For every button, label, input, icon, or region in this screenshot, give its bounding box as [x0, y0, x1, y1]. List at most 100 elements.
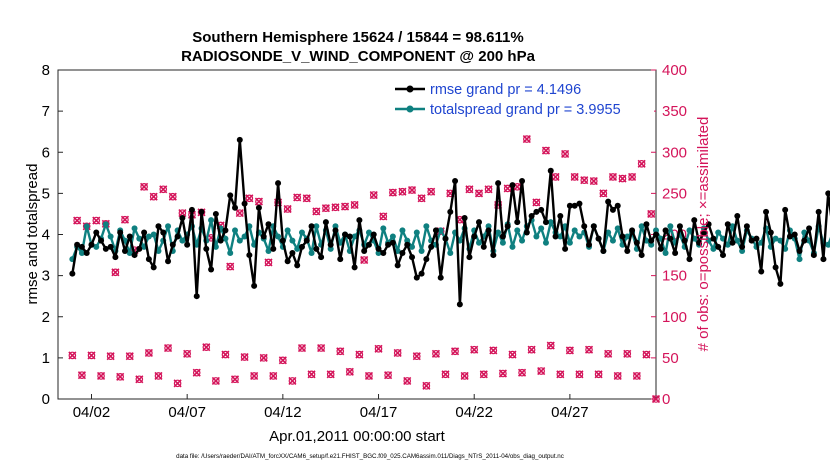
- rmse-point: [801, 237, 808, 244]
- obs-possible-marker: [475, 189, 483, 198]
- rmse-point: [227, 192, 234, 199]
- totalspread-point: [83, 223, 90, 230]
- obs-possible-marker: [336, 347, 345, 356]
- rmse-point: [112, 254, 119, 261]
- obs-assimilated-marker: [465, 185, 474, 194]
- rmse-point: [466, 254, 473, 261]
- rmse-point: [131, 252, 138, 259]
- rmse-point: [758, 268, 765, 275]
- totalspread-point: [499, 239, 506, 246]
- rmse-point: [772, 264, 779, 271]
- obs-possible-marker: [618, 174, 627, 183]
- obs-assimilated-marker: [637, 159, 646, 168]
- obs-possible-marker: [226, 262, 235, 271]
- left-tick-label: 5: [42, 185, 50, 202]
- obs-assimilated-marker: [623, 349, 632, 358]
- rmse-point: [743, 223, 750, 230]
- obs-assimilated-marker: [451, 347, 460, 356]
- left-tick-label: 4: [42, 227, 50, 244]
- totalspread-point: [232, 227, 239, 234]
- obs-possible-marker: [575, 370, 584, 379]
- totalspread-point: [150, 231, 157, 238]
- totalspread-point: [308, 250, 315, 257]
- totalspread-point: [576, 233, 583, 240]
- obs-assimilated-marker: [441, 370, 450, 379]
- rmse-point: [203, 245, 210, 252]
- rmse-point: [160, 229, 167, 236]
- obs-assimilated-marker: [317, 343, 326, 353]
- totalspread-point: [485, 223, 492, 230]
- obs-assimilated-marker: [154, 371, 163, 381]
- totalspread-point: [78, 250, 85, 257]
- rmse-point: [337, 256, 344, 263]
- rmse-point: [806, 225, 813, 232]
- y-axis-label-right: # of obs: o=possible; ×=assimilated: [695, 117, 712, 352]
- totalspread-point: [538, 225, 545, 232]
- obs-possible-marker: [494, 201, 502, 209]
- rmse-point: [643, 221, 650, 228]
- legend: rmse grand pr = 4.1496 totalspread grand…: [389, 76, 654, 122]
- rmse-point: [523, 229, 530, 236]
- rmse-point: [581, 223, 588, 230]
- rmse-point: [93, 229, 100, 236]
- totalspread-point: [275, 233, 282, 240]
- obs-assimilated-marker: [537, 366, 546, 376]
- rmse-point: [729, 239, 736, 246]
- totalspread-point: [662, 250, 669, 257]
- rmse-point: [763, 208, 770, 215]
- obs-possible-marker: [412, 352, 421, 361]
- rmse-point: [141, 229, 148, 236]
- obs-assimilated-marker: [642, 350, 651, 359]
- rmse-series: [69, 136, 830, 308]
- rmse-point: [528, 212, 535, 219]
- rmse-point: [308, 223, 315, 230]
- totalspread-point: [208, 217, 215, 224]
- obs-possible-marker: [532, 198, 541, 207]
- obs-possible-marker: [489, 346, 498, 355]
- obs-possible-marker: [570, 173, 579, 181]
- right-tick-label: 300: [662, 144, 687, 161]
- obs-assimilated-marker: [393, 348, 402, 358]
- totalspread-point: [222, 235, 229, 242]
- obs-assimilated-marker: [498, 369, 507, 378]
- obs-assimilated-marker: [345, 367, 354, 376]
- rmse-point: [638, 252, 645, 259]
- obs-assimilated-marker: [331, 203, 340, 212]
- obs-assimilated-marker: [412, 352, 421, 361]
- x-tick-label: 04/07: [168, 404, 206, 421]
- obs-possible-marker: [269, 372, 278, 380]
- obs-assimilated-marker: [168, 192, 177, 201]
- obs-assimilated-marker: [388, 188, 397, 197]
- totalspread-point: [614, 225, 621, 232]
- rmse-point: [251, 282, 258, 289]
- rmse-line: [71, 138, 830, 306]
- rmse-point: [389, 239, 396, 246]
- totalspread-point: [365, 229, 372, 236]
- obs-assimilated-marker: [230, 375, 240, 384]
- rmse-point: [796, 247, 803, 254]
- totalspread-point: [404, 237, 411, 244]
- rmse-point: [399, 250, 406, 257]
- rmse-point: [686, 256, 693, 263]
- right-tick-label: 400: [662, 62, 687, 79]
- rmse-point: [432, 227, 439, 234]
- rmse-point: [409, 254, 416, 261]
- obs-possible-marker: [154, 372, 163, 380]
- left-tick-label: 8: [42, 62, 50, 79]
- totalspread-point: [667, 223, 674, 230]
- totalspread-point: [227, 250, 234, 257]
- rmse-point: [150, 264, 157, 271]
- obs-possible-marker: [245, 194, 254, 203]
- obs-possible-marker: [231, 375, 239, 384]
- obs-possible-marker: [585, 345, 593, 354]
- rmse-point: [504, 223, 511, 230]
- obs-possible-marker: [169, 192, 177, 201]
- rmse-point: [734, 212, 741, 219]
- totalspread-point: [519, 237, 526, 244]
- obs-possible-marker: [546, 341, 555, 350]
- obs-assimilated-marker: [431, 349, 441, 358]
- obs-assimilated-marker: [254, 197, 263, 206]
- rmse-point: [547, 167, 554, 174]
- rmse-point: [777, 280, 784, 287]
